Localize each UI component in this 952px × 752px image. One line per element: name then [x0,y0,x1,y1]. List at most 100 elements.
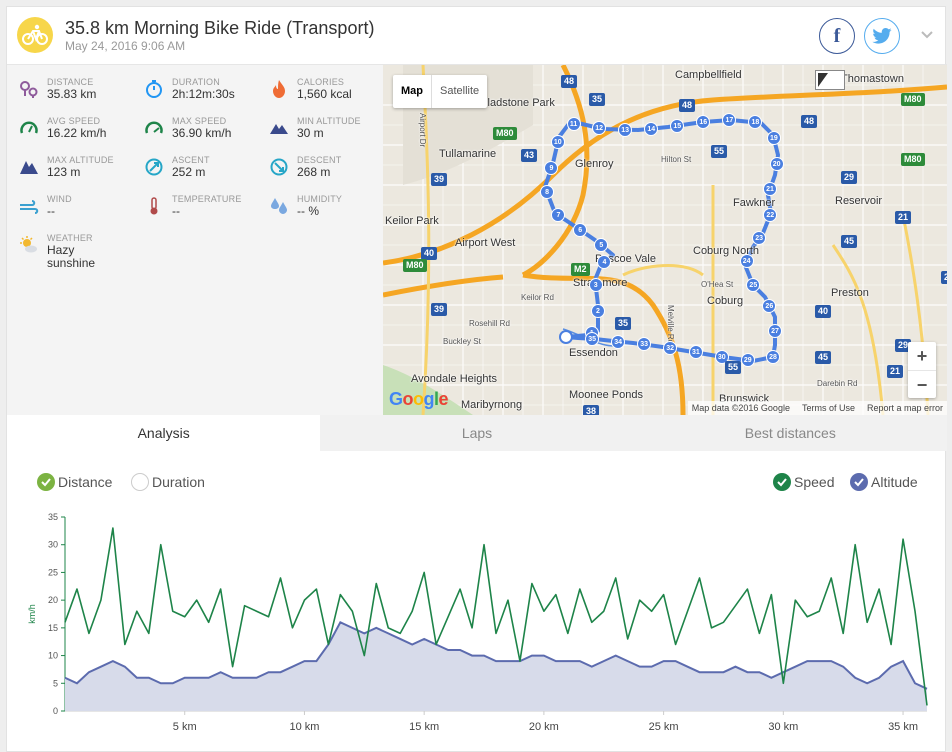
twitter-icon [872,28,892,44]
route-marker[interactable]: 28 [766,349,781,364]
highway-badge: 39 [431,173,448,186]
map-place-label: Keilor Park [385,215,439,227]
route-marker[interactable]: 21 [762,182,777,197]
route-marker[interactable]: 9 [544,160,559,175]
stat-value: 2h:12m:30s [172,87,235,101]
map-canvas [383,65,947,415]
twitter-share-button[interactable] [864,18,900,54]
route-marker[interactable]: 14 [644,121,659,136]
stat-label: DURATION [172,77,220,87]
facebook-share-button[interactable]: f [819,18,855,54]
stat-label: MAX ALTITUDE [47,155,114,165]
route-marker[interactable]: 26 [762,298,777,313]
stat-calories: CALORIES 1,560 kcal [269,77,394,117]
map-view-button[interactable]: Map [401,85,423,97]
x-tick-label: 25 km [649,721,679,733]
duration-option[interactable]: Duration [131,471,205,493]
map-place-label: Melville Rd [666,305,675,345]
route-marker[interactable]: 17 [722,113,737,128]
google-logo: Google [389,389,449,409]
terms-of-use-link[interactable]: Terms of Use [801,403,855,413]
tab-best-distances[interactable]: Best distances [633,415,947,451]
fullscreen-icon[interactable] [815,70,845,90]
highway-badge: 43 [521,149,538,162]
route-marker[interactable]: 34 [611,334,626,349]
route-marker[interactable]: 22 [763,207,778,222]
stat-value: Hazy sunshine [47,243,96,270]
route-marker[interactable]: 31 [688,345,703,360]
humidity-icon [271,198,287,214]
route-marker[interactable]: 4 [597,255,612,270]
route-marker[interactable]: 7 [551,208,566,223]
stat-value: -- % [297,204,319,218]
map-place-label: Airport Dr [418,113,427,148]
x-tick-label: 35 km [888,721,918,733]
route-marker[interactable]: 12 [592,121,607,136]
route-marker[interactable]: 6 [573,222,588,237]
route-marker[interactable]: 3 [588,278,603,293]
route-marker[interactable]: 24 [739,254,754,269]
satellite-view-button[interactable]: Satellite [431,75,487,108]
route-map[interactable]: Campbellfield Thomastown Gladstone Park Tul… [383,65,947,415]
zoom-in-button[interactable]: + [916,346,928,366]
highway-badge: M2 [571,263,590,276]
route-marker[interactable]: 33 [637,337,652,352]
highway-badge: 21 [941,271,947,284]
stat-label: DESCENT [297,155,342,165]
highway-badge: M80 [901,93,925,106]
route-marker[interactable]: 13 [618,122,633,137]
route-marker[interactable]: 29 [740,353,755,368]
speed-toggle-label: Speed [794,474,835,490]
route-marker[interactable]: 18 [748,115,763,130]
activity-card: 35.8 km Morning Bike Ride (Transport) Ma… [6,6,947,752]
speedometer-icon [20,121,38,134]
tab-analysis[interactable]: Analysis [7,415,321,451]
route-marker[interactable]: 15 [670,118,685,133]
stat-ascent: ASCENT 252 m [144,155,269,195]
tab-laps[interactable]: Laps [320,415,634,451]
highway-badge: 29 [895,339,912,352]
route-marker[interactable]: 20 [769,157,784,172]
route-marker[interactable]: 32 [663,341,678,356]
route-marker[interactable]: 23 [752,231,767,246]
report-map-error-link[interactable]: Report a map error [866,403,943,413]
route-marker[interactable]: 5 [594,238,609,253]
y-tick-label: 30 [48,540,58,550]
route-marker[interactable]: 27 [768,323,782,338]
map-location-pin [559,330,573,344]
y-tick-label: 35 [48,512,58,522]
route-marker[interactable]: 8 [540,185,555,200]
altitude-toggle[interactable]: Altitude [850,471,918,493]
map-place-label: Fawkner [733,197,776,209]
map-place-label: Airport West [455,237,516,249]
stat-label: TEMPERATURE [172,194,242,204]
route-marker[interactable]: 2 [591,304,605,319]
highway-badge: 29 [841,171,858,184]
route-marker[interactable]: 16 [696,114,711,129]
route-marker[interactable]: 19 [766,131,781,146]
stat-weather: WEATHER Hazy sunshine [19,233,144,277]
route-marker[interactable]: 10 [550,135,565,150]
route-marker[interactable]: 25 [746,278,761,293]
thermometer-icon [150,197,158,215]
stat-value: 36.90 km/h [172,126,232,140]
distance-option-label: Distance [58,474,113,490]
route-marker[interactable]: 30 [714,349,729,364]
stat-temperature: TEMPERATURE -- [144,194,269,234]
highway-badge: 35 [589,93,606,106]
map-attribution: Map data ©2016 Google Terms of Use Repor… [687,401,947,415]
speed-altitude-chart[interactable]: 0 5 10 15 20 25 30 35 km/h 5 km 10 km 15 km 20 km 25 … [7,507,947,747]
stat-min-altitude: MIN ALTITUDE 30 m [269,116,394,156]
map-type-toggle[interactable]: Map Satellite [393,75,488,108]
chevron-down-icon[interactable] [919,27,935,43]
stat-value: 1,560 kcal [297,87,352,101]
checkmark-icon [773,473,791,491]
route-marker[interactable]: 35 [585,331,600,346]
speed-toggle[interactable]: Speed [773,471,834,493]
zoom-out-button[interactable]: − [908,370,936,398]
x-tick-label: 20 km [529,721,559,733]
map-place-label: Gladstone Park [479,97,555,109]
map-place-label: Essendon [569,347,618,359]
distance-option[interactable]: Distance [37,471,112,493]
route-marker[interactable]: 11 [566,116,581,131]
